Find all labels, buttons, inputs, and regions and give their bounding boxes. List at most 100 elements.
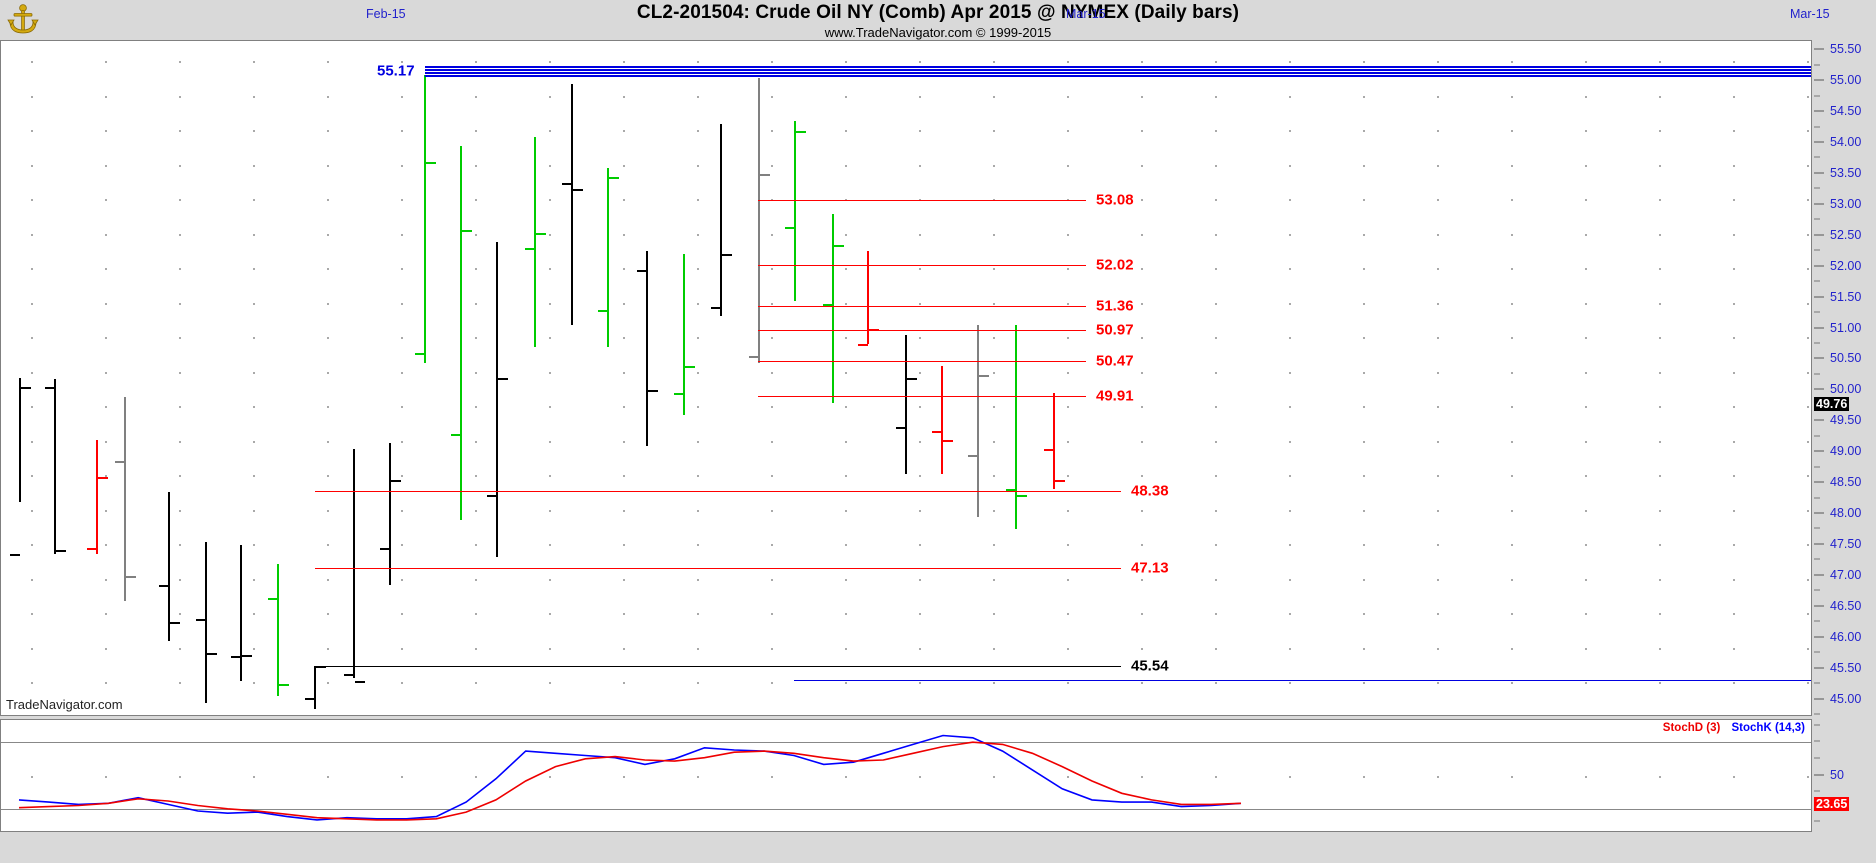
- grid-dot: [1067, 96, 1069, 98]
- stochastic-level-line: [1, 808, 1811, 810]
- price-axis-label: 54.00: [1830, 135, 1862, 150]
- grid-dot: [1733, 648, 1735, 650]
- grid-dot: [327, 648, 329, 650]
- price-level-line[interactable]: [758, 265, 1086, 267]
- price-level-line[interactable]: [425, 68, 1811, 77]
- ohlc-open-tick: [525, 248, 535, 251]
- ohlc-open-tick: [637, 269, 647, 272]
- grid-dot: [697, 510, 699, 512]
- grid-dot: [1437, 234, 1439, 236]
- ohlc-bar[interactable]: [832, 214, 834, 403]
- ohlc-bar[interactable]: [424, 75, 426, 363]
- ohlc-bar[interactable]: [534, 136, 536, 348]
- ohlc-bar[interactable]: [794, 121, 796, 301]
- grid-dot: [1289, 337, 1291, 339]
- ohlc-bar[interactable]: [353, 449, 355, 678]
- grid-dot: [845, 234, 847, 236]
- ohlc-bar[interactable]: [758, 78, 760, 363]
- ohlc-bar[interactable]: [205, 541, 207, 703]
- grid-dot: [993, 130, 995, 132]
- grid-dot: [1289, 61, 1291, 63]
- ohlc-bar[interactable]: [389, 442, 391, 586]
- price-axis-label: 51.50: [1830, 289, 1862, 304]
- grid-dot: [327, 579, 329, 581]
- price-level-line[interactable]: [315, 490, 1121, 492]
- ohlc-open-tick: [1006, 489, 1016, 492]
- grid-dot: [179, 682, 181, 684]
- grid-dot: [919, 372, 921, 374]
- grid-dot: [1437, 303, 1439, 305]
- grid-dot: [105, 96, 107, 98]
- grid-dot: [475, 61, 477, 63]
- ohlc-bar[interactable]: [240, 544, 242, 681]
- price-axis-minor-tick: [1814, 620, 1820, 622]
- grid-dot: [697, 337, 699, 339]
- stochastic-plot-area[interactable]: [1, 720, 1811, 831]
- ohlc-bar[interactable]: [124, 396, 126, 601]
- stochastic-current-marker[interactable]: 23.65: [1814, 796, 1850, 811]
- grid-dot: [623, 303, 625, 305]
- grid-dot: [1141, 303, 1143, 305]
- price-level-line[interactable]: [758, 395, 1086, 397]
- grid-dot: [31, 199, 33, 201]
- ohlc-bar[interactable]: [1015, 325, 1017, 530]
- ohlc-bar[interactable]: [905, 334, 907, 474]
- ohlc-bar[interactable]: [977, 325, 979, 518]
- price-axis-label: 55.00: [1830, 73, 1862, 88]
- stochastic-pane[interactable]: StochD (3) StochK (14,3): [0, 719, 1812, 832]
- ohlc-bar[interactable]: [460, 146, 462, 521]
- grid-dot: [549, 510, 551, 512]
- ohlc-bar[interactable]: [314, 665, 316, 709]
- price-level-line[interactable]: [758, 361, 1086, 363]
- grid-dot: [1141, 96, 1143, 98]
- grid-dot: [919, 682, 921, 684]
- ohlc-bar[interactable]: [277, 563, 279, 697]
- grid-dot: [1437, 682, 1439, 684]
- grid-dot: [179, 475, 181, 477]
- ohlc-bar[interactable]: [1053, 393, 1055, 490]
- price-level-line[interactable]: [794, 680, 1811, 682]
- price-level-line[interactable]: [758, 330, 1086, 332]
- grid-dot: [1585, 775, 1587, 778]
- grid-dot: [31, 613, 33, 615]
- ohlc-bar[interactable]: [941, 365, 943, 474]
- ohlc-bar[interactable]: [607, 167, 609, 348]
- price-axis[interactable]: 55.50 55.00 54.50 54.00 53.50 53.00 52.50 52.00…: [1812, 40, 1876, 716]
- stochastic-axis[interactable]: 50 23.65: [1812, 719, 1876, 832]
- price-axis-label: 50.00: [1830, 382, 1862, 397]
- price-plot-area[interactable]: 55.1755.2153.0852.0251.3650.9750.4749.91…: [1, 41, 1811, 715]
- ohlc-bar[interactable]: [867, 251, 869, 344]
- ohlc-open-tick: [380, 548, 390, 551]
- grid-dot: [1141, 682, 1143, 684]
- current-price-marker[interactable]: 49.76: [1814, 397, 1850, 412]
- ohlc-bar[interactable]: [96, 439, 98, 555]
- ohlc-bar[interactable]: [168, 492, 170, 641]
- grid-dot: [1215, 544, 1217, 546]
- ohlc-bar[interactable]: [496, 241, 498, 558]
- price-axis-label: 47.00: [1830, 567, 1862, 582]
- ohlc-bar[interactable]: [54, 379, 56, 555]
- price-level-line[interactable]: [315, 567, 1121, 569]
- grid-dot: [1067, 579, 1069, 581]
- ohlc-bar[interactable]: [720, 124, 722, 317]
- grid-dot: [993, 372, 995, 374]
- ohlc-bar[interactable]: [19, 378, 21, 502]
- grid-dot: [1659, 579, 1661, 581]
- price-level-line[interactable]: [758, 199, 1086, 201]
- date-axis[interactable]: Feb-15 Mar-15 Mar-15: [0, 0, 1876, 31]
- grid-dot: [31, 441, 33, 443]
- price-chart-pane[interactable]: 55.1755.2153.0852.0251.3650.9750.4749.91…: [0, 40, 1812, 716]
- ohlc-open-tick: [562, 183, 572, 186]
- ohlc-open-tick: [231, 656, 241, 659]
- ohlc-bar[interactable]: [646, 251, 648, 446]
- grid-dot: [401, 199, 403, 201]
- ohlc-bar[interactable]: [571, 84, 573, 326]
- price-level-line[interactable]: [758, 306, 1086, 308]
- grid-dot: [771, 165, 773, 167]
- grid-dot: [401, 234, 403, 236]
- ohlc-bar[interactable]: [683, 254, 685, 416]
- price-level-line[interactable]: [425, 66, 1811, 75]
- grid-dot: [1437, 475, 1439, 477]
- grid-dot: [327, 406, 329, 408]
- price-level-line[interactable]: [315, 666, 1121, 668]
